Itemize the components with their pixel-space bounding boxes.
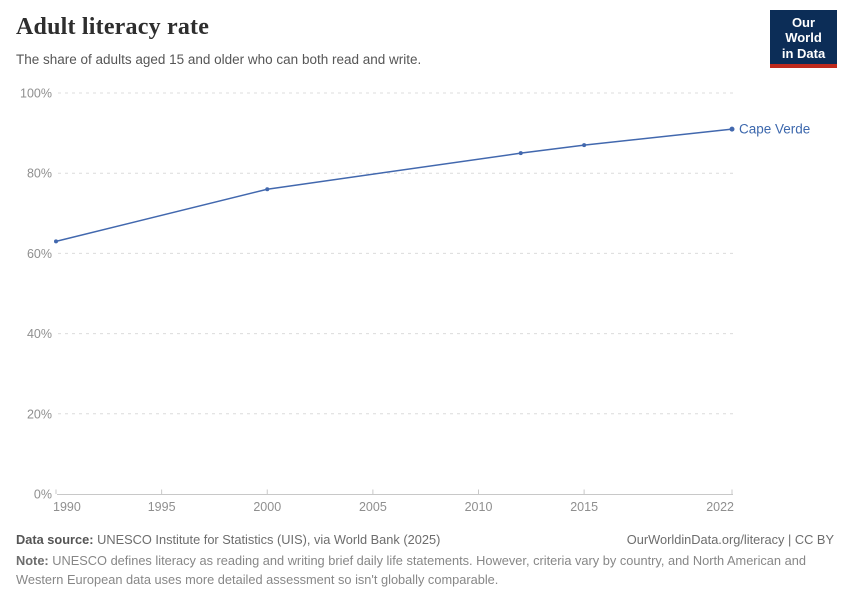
- x-axis-tick-label: 2005: [359, 500, 387, 514]
- x-axis-tick-label: 2010: [465, 500, 493, 514]
- footer-note-label: Note:: [16, 553, 49, 568]
- data-point-marker[interactable]: [729, 126, 735, 132]
- y-axis-tick-label: 0%: [34, 488, 52, 502]
- y-axis-tick-label: 80%: [27, 167, 52, 181]
- data-point-marker[interactable]: [518, 151, 523, 156]
- chart-subtitle: The share of adults aged 15 and older wh…: [16, 52, 422, 67]
- data-point-marker[interactable]: [265, 187, 270, 192]
- license-link[interactable]: OurWorldinData.org/literacy | CC BY: [626, 532, 834, 547]
- footer-note: Note: UNESCO defines literacy as reading…: [16, 552, 822, 590]
- data-source-text: UNESCO Institute for Statistics (UIS), v…: [93, 532, 441, 547]
- page-title: Adult literacy rate: [16, 14, 210, 40]
- line-chart[interactable]: 0% 20% 40% 60% 80% 100% 1990 1995 2000 2005 2010 20…: [0, 80, 850, 525]
- x-axis-tick-label: 2000: [253, 500, 281, 514]
- y-axis-tick-label: 60%: [27, 247, 52, 261]
- owid-logo-line2: in Data: [781, 45, 826, 61]
- x-axis-tick-label: 1990: [53, 500, 81, 514]
- data-point-marker[interactable]: [54, 239, 58, 244]
- data-source: Data source: UNESCO Institute for Statis…: [16, 532, 440, 547]
- series-label[interactable]: Cape Verde: [739, 122, 810, 137]
- y-axis-tick-label: 100%: [20, 87, 52, 101]
- footer-note-text: UNESCO defines literacy as reading and w…: [16, 553, 806, 587]
- data-source-label: Data source:: [16, 532, 94, 547]
- footer-source-row: Data source: UNESCO Institute for Statis…: [16, 532, 834, 547]
- x-axis-tick-label: 1995: [148, 500, 176, 514]
- series-line[interactable]: [55, 128, 733, 243]
- x-axis-tick-label: 2022: [706, 500, 734, 514]
- y-axis-tick-label: 40%: [27, 327, 52, 341]
- data-point-marker[interactable]: [582, 143, 587, 148]
- owid-logo-line1: Our World: [785, 15, 822, 46]
- y-axis-tick-label: 20%: [27, 407, 52, 421]
- owid-logo: Our World in Data: [770, 10, 837, 68]
- x-axis-tick-label: 2015: [570, 500, 598, 514]
